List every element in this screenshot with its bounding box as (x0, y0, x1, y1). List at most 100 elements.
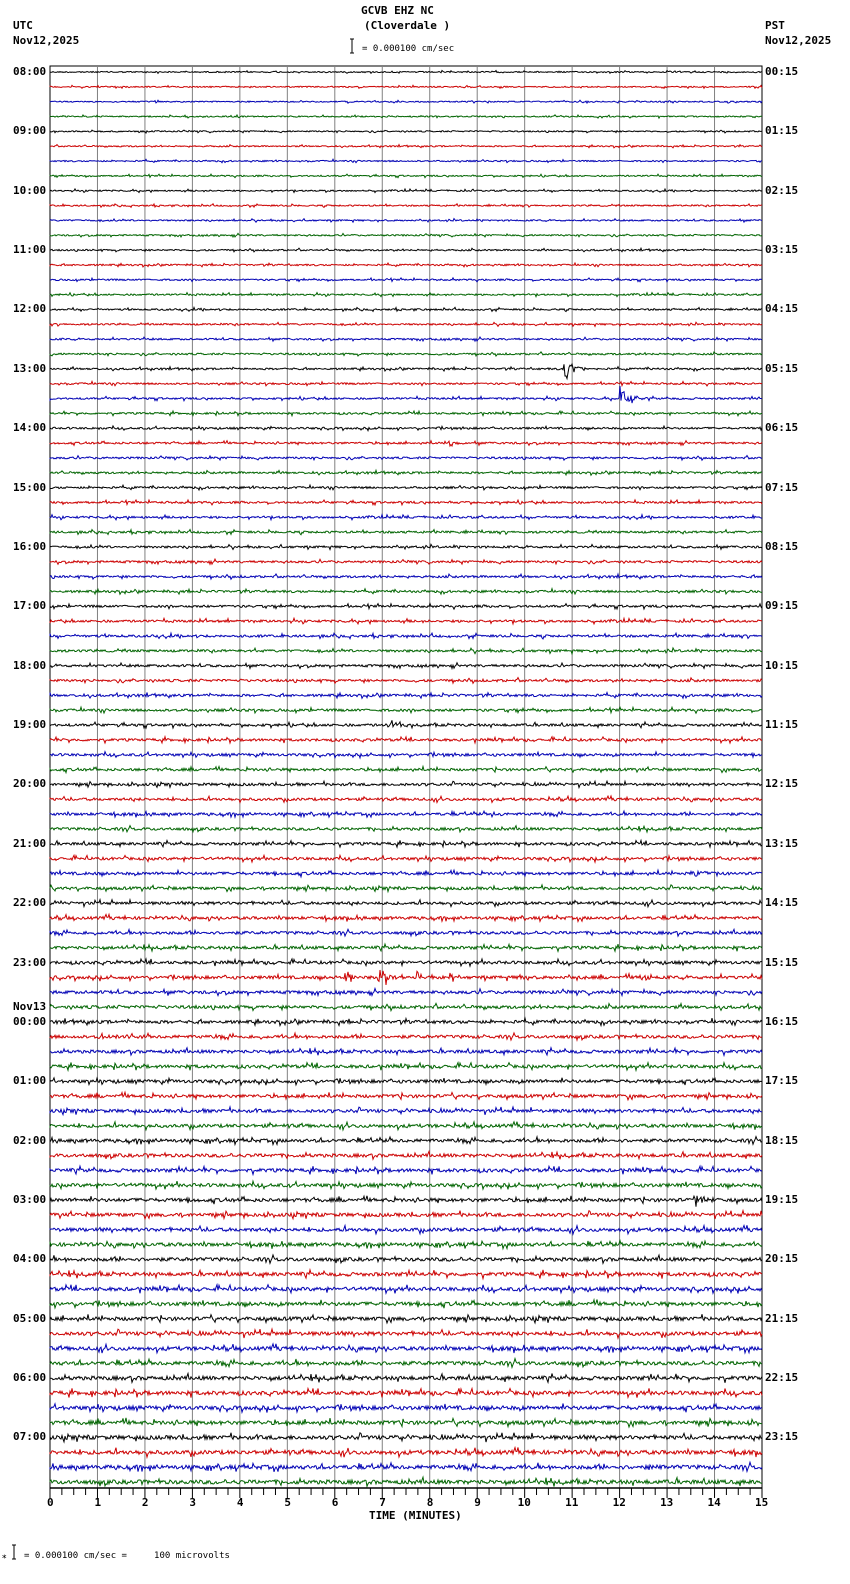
x-tick-label: 7 (379, 1496, 386, 1509)
trace-line (49, 868, 763, 879)
trace-line (50, 143, 763, 149)
calibration-marker: ⁎ (2, 1551, 7, 1561)
trace-line (49, 853, 763, 864)
trace-line (49, 809, 763, 820)
trace-line (49, 454, 762, 462)
utc-hour-label: 11:00 (13, 243, 47, 257)
pst-hour-label: 21:15 (765, 1311, 799, 1325)
trace-line (49, 129, 763, 134)
trace-line (49, 1105, 763, 1117)
trace-line (49, 409, 762, 418)
trace-line (49, 1001, 763, 1013)
trace-line (49, 246, 763, 253)
utc-hour-label: 05:00 (13, 1311, 47, 1325)
x-tick-label: 3 (189, 1496, 197, 1509)
scale-bar-icon (350, 38, 354, 54)
scale-label: = 0.000100 cm/sec (362, 44, 455, 54)
trace-line (49, 276, 763, 283)
trace-line (49, 321, 763, 328)
pst-hour-label: 09:15 (765, 599, 799, 613)
utc-hour-label: 17:00 (13, 599, 47, 613)
trace-line (49, 1342, 763, 1355)
trace-line (49, 734, 763, 745)
pst-hour-label: 16:15 (765, 1014, 799, 1028)
right-timezone: PST (765, 19, 785, 32)
trace-line (49, 513, 763, 522)
trace-line (49, 1134, 763, 1147)
trace-line (49, 986, 763, 998)
pst-hour-label: 11:15 (765, 718, 799, 732)
trace-line (49, 528, 763, 536)
utc-hour-label: 21:00 (13, 836, 47, 850)
trace-line (49, 720, 763, 730)
trace-line (49, 676, 763, 685)
utc-hour-label: 00:00 (13, 1014, 47, 1028)
trace-line (49, 690, 763, 700)
pst-hour-label: 12:15 (765, 777, 799, 791)
pst-hour-label: 13:15 (765, 836, 799, 850)
trace-line (49, 764, 762, 775)
trace-line (49, 1327, 763, 1340)
x-tick-label: 6 (331, 1496, 339, 1509)
x-tick-label: 4 (236, 1496, 244, 1509)
trace-line (49, 173, 763, 179)
trace-line (49, 1238, 763, 1251)
trace-line (49, 261, 763, 268)
trace-line (49, 362, 763, 381)
trace-line (49, 927, 763, 938)
trace-line (49, 824, 763, 834)
trace-line (49, 1208, 763, 1221)
calibration-bar-icon (12, 1544, 16, 1560)
trace-line (49, 69, 763, 75)
trace-line (49, 543, 763, 552)
trace-line (49, 1016, 763, 1028)
trace-line (49, 1046, 763, 1058)
trace-line (49, 1313, 763, 1325)
utc-hour-label: 23:00 (13, 955, 47, 969)
trace-line (49, 1060, 763, 1073)
x-tick-label: 14 (707, 1496, 721, 1509)
pst-hour-label: 02:15 (765, 183, 799, 197)
pst-hour-label: 18:15 (765, 1133, 799, 1147)
trace-line (49, 779, 763, 790)
trace-line (49, 616, 763, 626)
trace-line (49, 1386, 763, 1400)
trace-line (49, 942, 763, 954)
utc-hour-label: 07:00 (13, 1430, 47, 1444)
trace-line (49, 1120, 763, 1132)
trace-line (49, 794, 763, 805)
trace-line (49, 1460, 763, 1474)
x-tick-label: 15 (755, 1496, 769, 1509)
left-date: Nov12,2025 (13, 34, 80, 47)
trace-line (49, 84, 763, 90)
trace-line (49, 883, 763, 894)
trace-line (49, 379, 763, 388)
trace-line (49, 113, 763, 120)
trace-line (49, 99, 763, 105)
trace-line (49, 661, 763, 671)
trace-line (49, 1356, 763, 1370)
x-tick-label: 9 (474, 1496, 481, 1509)
x-tick-label: 12 (612, 1496, 626, 1509)
trace-line (49, 1445, 763, 1460)
right-date: Nov12,2025 (765, 34, 832, 47)
trace-line (49, 912, 763, 924)
trace-line (49, 1076, 763, 1087)
x-tick-label: 8 (426, 1496, 434, 1509)
trace-line (49, 557, 763, 566)
trace-line (49, 1282, 763, 1296)
utc-hour-label: 19:00 (13, 718, 47, 732)
utc-hour-label: 06:00 (13, 1371, 47, 1385)
utc-hour-label: 09:00 (13, 124, 47, 138)
utc-hour-label: 22:00 (13, 896, 47, 910)
trace-line (49, 631, 763, 640)
trace-line (49, 1164, 763, 1177)
pst-hour-label: 01:15 (765, 124, 799, 138)
utc-hour-label: 12:00 (13, 302, 47, 316)
trace-line (49, 217, 763, 224)
trace-line (49, 1223, 763, 1236)
x-axis-title: TIME (MINUTES) (369, 1509, 462, 1522)
trace-line (49, 957, 763, 968)
trace-line (49, 306, 763, 313)
